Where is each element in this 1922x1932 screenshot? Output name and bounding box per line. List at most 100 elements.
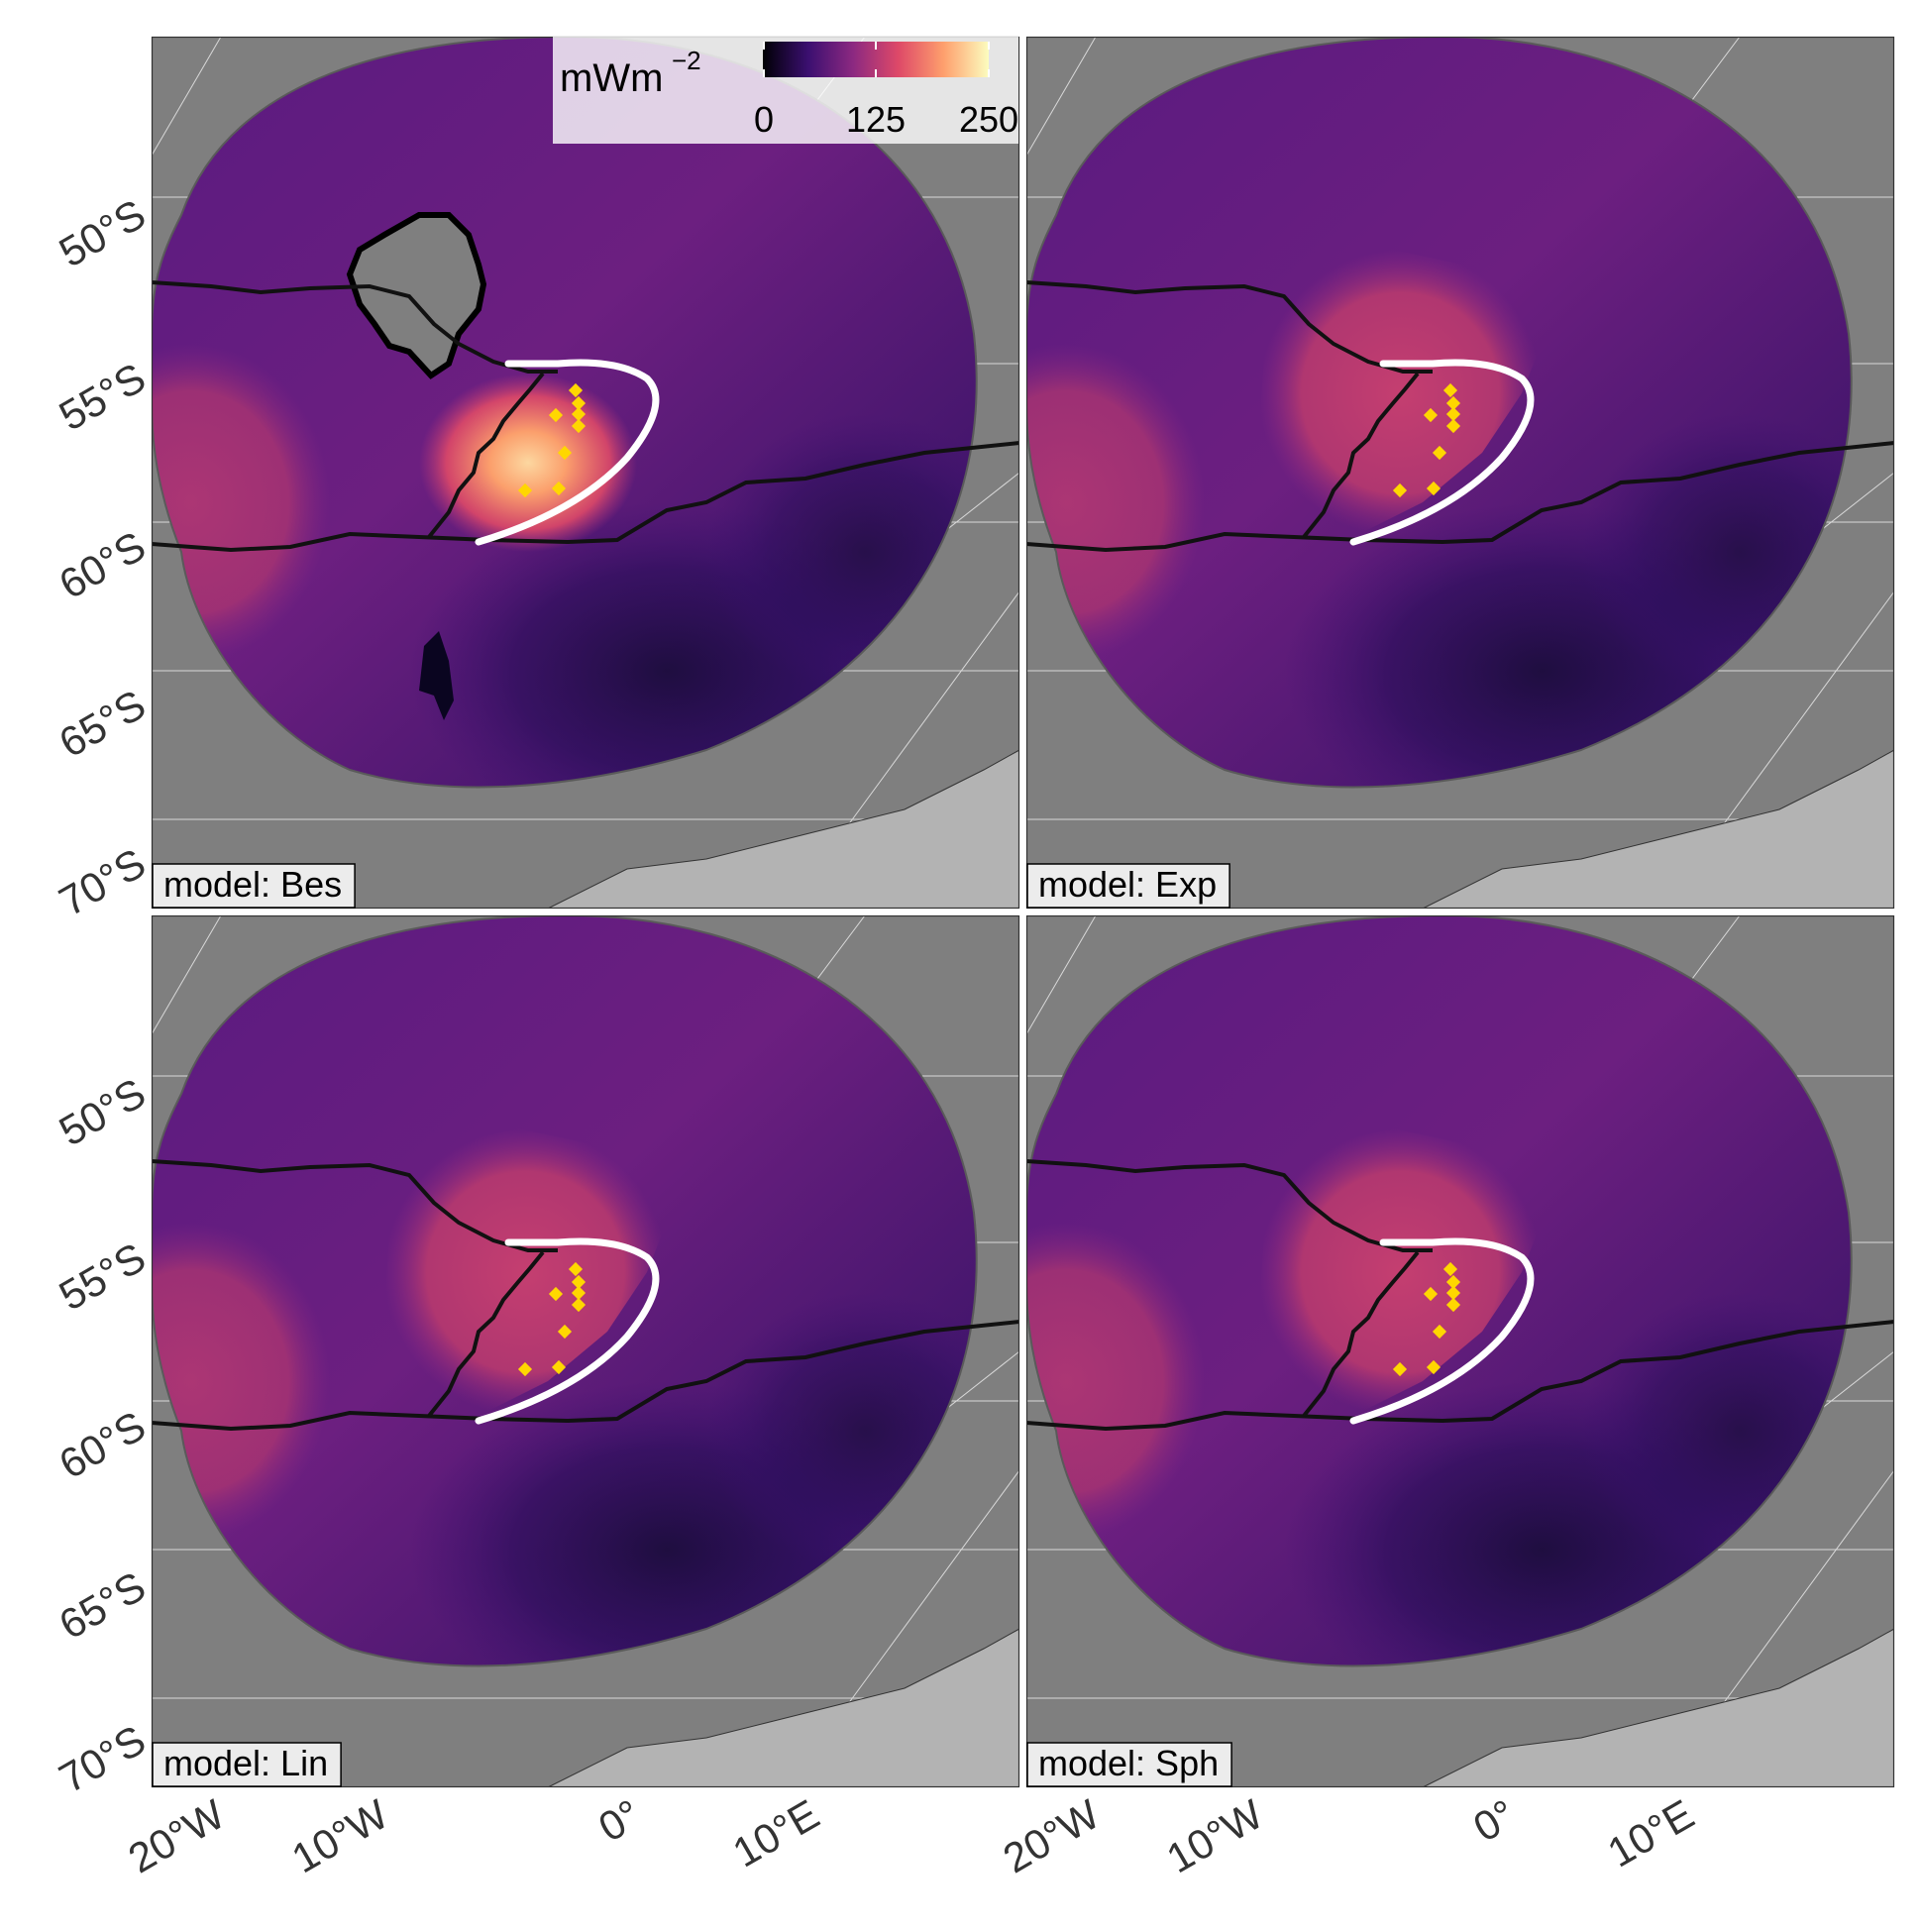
arc-line [475,359,660,546]
sample-point [557,445,573,461]
color-legend: mWm −2 0 125 250 [553,37,1018,144]
panel-label-text: model: Sph [1038,1743,1219,1783]
land-shape [547,749,1019,909]
latitude-label: 65°S [52,1562,154,1648]
panel-label-text: model: Exp [1038,864,1217,905]
panel-border [151,914,1020,1788]
sample-point [1392,483,1408,498]
longitude-label: 0° [1465,1790,1523,1851]
latitude-label: 50°S [52,1069,154,1154]
map-panel-1: model: Bes [151,36,1020,910]
boundary-line [1026,280,1433,374]
panel-label: model: Sph [1026,1742,1232,1787]
panel-border [1025,36,1895,910]
longitude-label: 10°W [1159,1790,1271,1881]
legend-tick-label: 125 [846,99,906,140]
latitude-label: 60°S [52,1402,154,1487]
arc-line [1349,359,1535,546]
land-shape [1422,749,1894,909]
sample-point [1445,418,1461,434]
panel-content [152,915,1019,1787]
heat-flow-field [1026,915,1853,1667]
boundary-line [152,280,558,374]
sample-point [568,1261,584,1277]
sample-point [551,481,567,496]
sample-point [571,406,587,422]
boundary-line [1302,372,1420,539]
land-shape [1422,1628,1894,1787]
boundary-line [152,1159,558,1252]
latitude-label: 70°S [52,839,154,924]
longitude-label: 20°W [121,1790,233,1881]
map-panel-2: model: Exp [1025,36,1895,910]
longitude-label: 10°E [725,1790,827,1876]
low-value-patch [419,631,454,720]
latitude-label: 65°S [52,681,154,766]
legend-tick-label: 0 [754,99,774,140]
sample-point [571,418,587,434]
latitude-label: 50°S [52,190,154,275]
sample-point [1442,1261,1458,1277]
sample-point [568,382,584,398]
sample-point [1445,1297,1461,1313]
sample-point [1442,382,1458,398]
panel-border [1025,914,1895,1788]
boundary-line [1026,1320,1894,1432]
longitude-label: 10°E [1600,1790,1702,1876]
sample-point [551,1359,567,1375]
sample-point [1445,395,1461,411]
sample-point [1392,1361,1408,1377]
longitude-label: 0° [590,1790,648,1851]
sample-point [1426,1359,1442,1375]
boundary-line [427,372,545,539]
panel-label: model: Bes [152,863,356,909]
sample-point [571,1297,587,1313]
latitude-label: 55°S [52,354,154,439]
legend-title: mWm [560,56,663,100]
boundary-line [152,1320,1019,1432]
panels-group: model: Bes model: Exp model: Lin model: Sph [151,36,1895,1788]
sample-point [1423,407,1439,423]
sample-point [557,1324,573,1340]
sample-point [1432,445,1447,461]
panel-label: model: Lin [152,1742,342,1787]
panel-content [152,37,1019,909]
longitude-label: 10°W [284,1790,396,1881]
arc-line [1349,1237,1535,1425]
sample-point [1432,1324,1447,1340]
sample-point [1426,481,1442,496]
sample-point [571,395,587,411]
boundary-line [427,1250,545,1418]
sample-point [517,1361,533,1377]
panel-content [1026,37,1894,909]
sample-point [1445,406,1461,422]
panel-label-text: model: Lin [163,1743,328,1783]
panel-label: model: Exp [1026,863,1230,909]
land-shape [547,1628,1019,1787]
legend-tick-label: 250 [959,99,1018,140]
sample-point [517,483,533,498]
latitude-label: 70°S [52,1716,154,1801]
sample-point [548,407,564,423]
heat-flow-field [152,915,978,1667]
map-panel-3: model: Lin [151,914,1020,1788]
sample-point [548,1286,564,1302]
panel-content [1026,915,1894,1787]
longitude-label: 20°W [996,1790,1108,1881]
legend-title-exponent: −2 [672,46,701,75]
arc-line [475,1237,660,1425]
sample-point [571,1285,587,1301]
map-panel-4: model: Sph [1025,914,1895,1788]
boundary-line [1026,1159,1433,1252]
sample-point [1423,1286,1439,1302]
boundary-line [1302,1250,1420,1418]
boundary-line [1026,441,1894,553]
sample-point [1445,1285,1461,1301]
sample-point [1445,1274,1461,1290]
panel-label-text: model: Bes [163,864,342,905]
boundary-line [152,441,1019,553]
latitude-label: 55°S [52,1234,154,1319]
sample-point [571,1274,587,1290]
latitude-label: 60°S [52,522,154,607]
